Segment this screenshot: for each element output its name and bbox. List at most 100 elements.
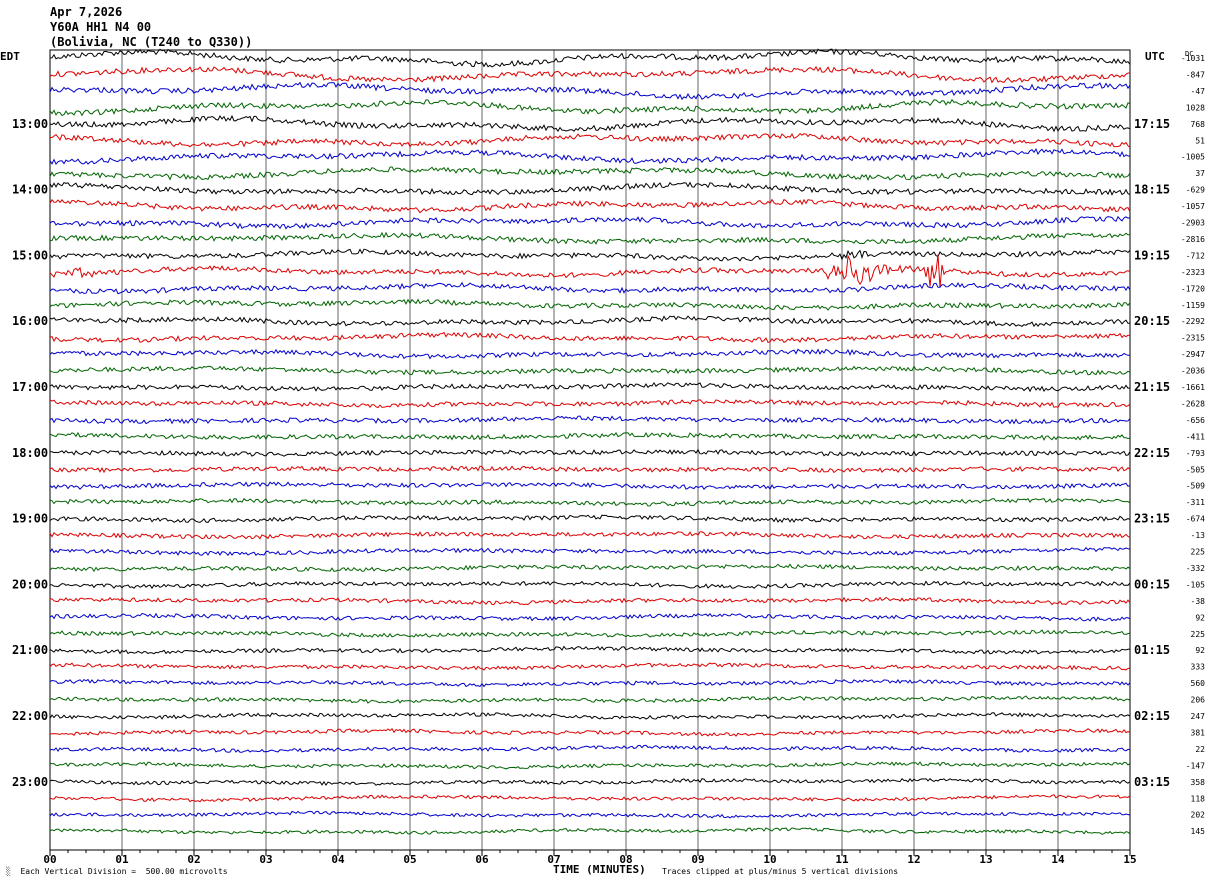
dc-offset-label: 225 [1191, 630, 1206, 639]
trace-row [49, 546, 1131, 557]
trace-row [49, 399, 1131, 409]
dc-offset-label: 92 [1195, 613, 1205, 622]
x-tick-label: 09 [691, 853, 704, 866]
dc-offset-label: -147 [1186, 761, 1205, 770]
trace-row [50, 448, 1131, 457]
dc-offset-label: -2903 [1181, 219, 1205, 228]
x-tick-label: 15 [1123, 853, 1136, 866]
left-hour-label: 15:00 [12, 248, 48, 262]
trace-row [49, 231, 1131, 245]
dc-offset-label: 225 [1191, 548, 1206, 557]
dc-offset-label: -505 [1186, 465, 1205, 474]
trace-row [50, 596, 1131, 606]
chart-header: Apr 7,2026 Y60A HH1 N4 00 (Bolivia, NC (… [50, 5, 252, 50]
x-tick-label: 14 [1051, 853, 1065, 866]
left-hour-label: 16:00 [12, 314, 48, 328]
dc-offset-label: -509 [1186, 482, 1205, 491]
dc-offset-label: -629 [1186, 186, 1205, 195]
trace-row [49, 166, 1131, 182]
dc-offset-label: -1661 [1181, 383, 1205, 392]
left-hour-label: 19:00 [12, 512, 48, 526]
dc-offset-label: -1720 [1181, 284, 1205, 293]
dc-offset-label: -656 [1186, 416, 1205, 425]
trace-row [49, 777, 1131, 787]
trace-row [49, 580, 1131, 590]
trace-row [49, 147, 1131, 166]
trace-row [49, 531, 1131, 540]
dc-offset-label: -2292 [1181, 317, 1205, 326]
trace-row [49, 114, 1131, 133]
dc-offset-label: 381 [1191, 728, 1206, 737]
dc-offset-label: -674 [1186, 515, 1205, 524]
dc-offset-label: 145 [1191, 827, 1206, 836]
trace-row [49, 248, 1131, 262]
dc-offset-label: -2036 [1181, 367, 1205, 376]
dc-offset-label: -2947 [1181, 350, 1205, 359]
trace-row [49, 381, 1131, 393]
trace-row [49, 431, 1131, 441]
trace-row [49, 298, 1131, 311]
dc-offset-label: 202 [1191, 811, 1206, 820]
x-tick-label: 10 [763, 853, 776, 866]
right-hour-label: 17:15 [1134, 117, 1170, 131]
scale-prefix: ░ [6, 867, 11, 876]
dc-offset-label: -311 [1186, 498, 1205, 507]
x-tick-label: 08 [619, 853, 632, 866]
dc-offset-label: -1031 [1181, 54, 1205, 63]
left-hour-label: 13:00 [12, 117, 48, 131]
left-hour-label: 14:00 [12, 183, 48, 197]
trace-row [50, 132, 1131, 148]
trace-row [49, 827, 1131, 835]
chart-date: Apr 7,2026 [50, 5, 123, 19]
dc-offset-label: 768 [1191, 120, 1206, 129]
dc-offset-label: -793 [1186, 449, 1205, 458]
trace-row [49, 712, 1131, 720]
left-hour-label: 21:00 [12, 643, 48, 657]
right-hour-label: 19:15 [1134, 248, 1170, 262]
x-tick-label: 04 [331, 853, 345, 866]
trace-row [49, 514, 1131, 524]
dc-offset-label: -105 [1186, 580, 1205, 589]
axis-labels: 00 01 02 03 04 05 06 07 08 09 10 11 12 13 14 15 -1031 -84… [12, 54, 1205, 866]
dc-offset-label: -2315 [1181, 334, 1205, 343]
dc-offset-label: 333 [1191, 663, 1206, 672]
dc-offset-label: -411 [1186, 432, 1205, 441]
x-tick-label: 07 [547, 853, 560, 866]
trace-row [49, 645, 1131, 655]
dc-offset-label: 1028 [1186, 103, 1205, 112]
dc-offset-label: -47 [1191, 87, 1206, 96]
right-hour-label: 00:15 [1134, 577, 1170, 591]
trace-row [49, 612, 1131, 622]
left-hour-label: 18:00 [12, 446, 48, 460]
trace-row [49, 48, 1131, 68]
dc-offset-label: -712 [1186, 251, 1205, 260]
x-tick-label: 11 [835, 853, 849, 866]
dc-offset-label: -1159 [1181, 301, 1205, 310]
x-tick-label: 12 [907, 853, 920, 866]
trace-row [49, 315, 1130, 328]
dc-offset-label: 51 [1195, 136, 1205, 145]
left-hour-label: 17:00 [12, 380, 48, 394]
dc-offset-label: -13 [1191, 531, 1206, 540]
x-tick-label: 02 [187, 853, 200, 866]
dc-offset-label: -38 [1191, 597, 1206, 606]
trace-row [49, 215, 1131, 230]
x-tick-label: 03 [259, 853, 272, 866]
right-hour-label: 23:15 [1134, 512, 1170, 526]
right-timezone-label: UTC [1145, 50, 1165, 63]
trace-row [49, 629, 1131, 638]
dc-offset-label: 206 [1191, 696, 1206, 705]
scale-note-text: Each Vertical Division = 500.00 microvol… [20, 867, 228, 876]
right-hour-label: 18:15 [1134, 183, 1170, 197]
dc-offset-label: 118 [1191, 794, 1206, 803]
trace-row [49, 497, 1131, 507]
dc-offset-label: 92 [1195, 646, 1205, 655]
dc-offset-label: -847 [1186, 70, 1205, 79]
x-tick-label: 01 [115, 853, 129, 866]
right-hour-label: 21:15 [1134, 380, 1170, 394]
trace-row [49, 348, 1131, 360]
x-tick-label: 13 [979, 853, 992, 866]
dc-offset-label: -1057 [1181, 202, 1205, 211]
x-tick-label: 00 [43, 853, 56, 866]
